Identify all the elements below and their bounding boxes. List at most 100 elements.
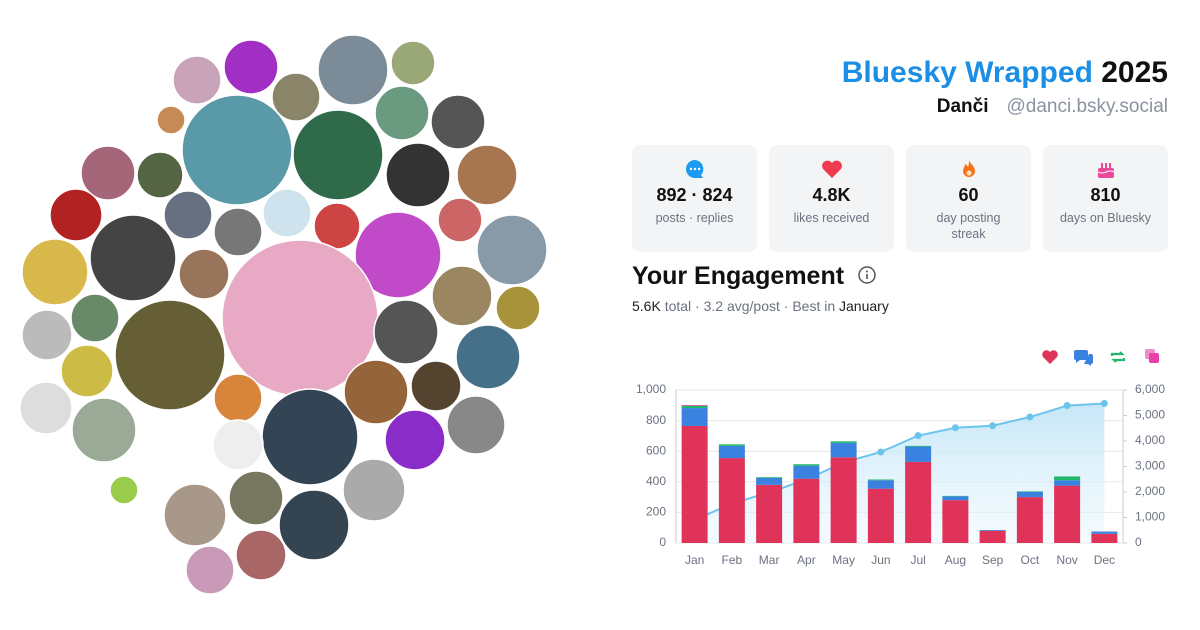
avatar (178, 248, 230, 300)
bar-segment (681, 425, 708, 543)
icon (1097, 163, 1114, 178)
avatar (60, 344, 114, 398)
y2-tick-label: 6,000 (1135, 382, 1165, 396)
avatar (495, 285, 541, 331)
stat-label: day posting streak (936, 211, 1001, 241)
icon (962, 160, 975, 177)
line-point (951, 424, 959, 432)
bar-segment (756, 484, 783, 543)
avatar (431, 265, 493, 327)
avatar (185, 545, 235, 595)
x-tick-label: Jul (910, 553, 925, 567)
stat-card: 4.8K likes received (769, 145, 894, 252)
avatar (354, 211, 442, 299)
y2-tick-label: 4,000 (1135, 433, 1165, 447)
x-tick-label: Mar (759, 553, 780, 567)
avatar (49, 188, 103, 242)
area (694, 403, 1105, 543)
y-tick-label: 200 (646, 505, 666, 519)
avatar (476, 214, 548, 286)
bar-segment (681, 405, 708, 409)
section-title-text: Your Engagement (632, 262, 845, 290)
handle: @danci.bsky.social (1006, 96, 1169, 117)
avatar (455, 324, 521, 390)
avatar (80, 145, 136, 201)
avatar (430, 94, 486, 150)
bar-segment (793, 464, 820, 466)
avatar (19, 381, 73, 435)
total: 5.6K (632, 298, 661, 314)
avatar (136, 151, 184, 199)
x-tick-label: Apr (797, 553, 816, 567)
stat-value: 892 · 824 (656, 185, 733, 205)
avatar (374, 85, 430, 141)
line-point (877, 448, 885, 456)
bar-segment (681, 408, 708, 426)
bar-segment (905, 461, 932, 543)
avatar (410, 360, 462, 412)
avatar (70, 293, 120, 343)
title: Bluesky Wrapped 2025 (842, 56, 1168, 90)
x-tick-label: Feb (722, 553, 743, 567)
avatar (271, 72, 321, 122)
bar-segment (718, 445, 745, 459)
line-point (691, 516, 699, 524)
x-tick-label: May (832, 553, 855, 567)
title-text: Bluesky Wrapped (841, 56, 1093, 89)
bar-segment (830, 457, 857, 543)
bar-segment (1054, 485, 1081, 543)
year: 2025 (1101, 56, 1168, 89)
avatar (181, 94, 293, 206)
line (694, 402, 1105, 521)
avatar (342, 458, 406, 522)
stat-value: 4.8K (812, 185, 851, 205)
section-title: Your Engagement (632, 262, 877, 291)
x-tick-label: Aug (945, 553, 966, 567)
line-point (802, 476, 810, 484)
avatar (172, 55, 222, 105)
info-icon[interactable] (857, 265, 877, 285)
legend-icon (1149, 353, 1159, 363)
stat-value: 810 (1090, 185, 1121, 205)
avatar (373, 299, 439, 365)
avatar (456, 144, 518, 206)
line-point (914, 432, 922, 440)
avatar (343, 359, 409, 425)
stat-card: 60 day posting streak (906, 145, 1031, 252)
avatar (212, 419, 264, 471)
line-point (765, 489, 773, 497)
y-tick-label: 600 (646, 443, 666, 457)
legend-icon (1110, 351, 1126, 363)
bar-segment (1016, 491, 1043, 498)
stat-label: posts · replies (655, 211, 734, 225)
bar-segment (905, 446, 932, 462)
avatar (109, 475, 139, 505)
y2-tick-label: 0 (1135, 535, 1142, 549)
bar-segment (718, 458, 745, 543)
stat-value: 60 (958, 185, 979, 205)
avatar (21, 309, 73, 361)
avatar (156, 105, 186, 135)
avatar (228, 470, 284, 526)
bar-segment (681, 404, 708, 406)
bar-segment (1091, 531, 1118, 534)
avatar (163, 483, 227, 547)
bar-segment (830, 442, 857, 458)
line-point (1063, 402, 1071, 410)
summary: 5.6K total · 3.2 avg/post · Best in Janu… (632, 298, 889, 314)
x-tick-label: Oct (1021, 553, 1040, 567)
bar-segment (718, 444, 745, 446)
bar-segment (793, 478, 820, 543)
y2-tick-label: 3,000 (1135, 459, 1165, 473)
legend-icon (1145, 349, 1155, 359)
bar-segment (905, 445, 932, 447)
x-tick-label: Jun (871, 553, 890, 567)
avatar (384, 409, 446, 471)
x-tick-label: Sep (982, 553, 1004, 567)
summary-text: total · 3.2 avg/post · Best in (664, 298, 836, 314)
stat-card: 810 days on Bluesky (1043, 145, 1168, 252)
avatar (235, 529, 287, 581)
avatar (163, 190, 213, 240)
bar-segment (867, 479, 894, 481)
